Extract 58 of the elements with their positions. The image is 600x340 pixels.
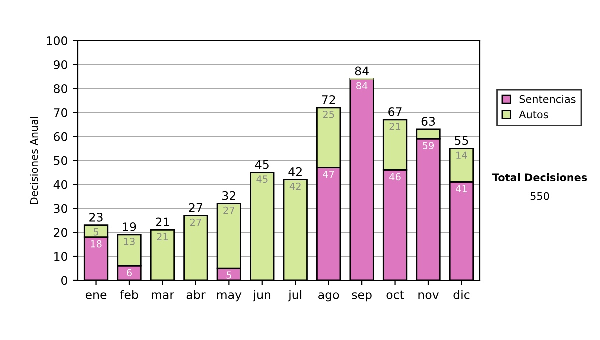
total-label: 45 [255,160,269,170]
data-label: 41 [456,185,468,192]
text: Total Decisiones [492,173,588,182]
y-tick-label: 30 [54,204,68,214]
y-tick-label: 0 [62,276,68,286]
y-tick-label: 10 [54,252,68,262]
y-tick-label: 100 [47,36,68,46]
y-tick-label: 60 [54,132,68,142]
data-label: 42 [290,182,301,190]
data-label: 84 [356,82,368,90]
data-label: 5 [94,228,99,236]
y-tick-label: 20 [54,228,68,238]
total-label: 55 [455,136,468,146]
data-label: 47 [323,171,334,178]
legend-label: Sentencias [520,95,576,104]
total-label: 72 [322,96,336,104]
y-tick-label: 70 [54,108,68,118]
x-tick-label: oct [386,290,404,300]
total-label: 19 [123,222,136,232]
total-label: 27 [189,203,202,212]
data-label: 14 [456,152,468,159]
total-label: 32 [222,191,236,200]
x-tick-label: jun [253,290,271,302]
data-label: 18 [91,240,102,248]
y-tick-label: 50 [54,156,68,166]
data-label: 5 [226,272,232,279]
total-label: 63 [422,117,436,126]
y-tick-label: 40 [54,180,68,190]
y-axis-title: Decisiones Anual [30,117,38,204]
x-tick-label: ago [318,292,340,302]
data-label: 59 [423,142,434,150]
text: 550 [530,192,550,200]
total-label: 67 [388,107,402,116]
y-tick-label: 80 [54,84,68,94]
x-tick-label: nov [418,292,439,300]
data-label: 46 [390,173,401,181]
x-tick-label: sep [352,292,372,302]
y-tick-label: 90 [54,60,68,70]
legend-label: Autos [519,110,548,119]
x-tick-label: ene [86,292,107,300]
x-tick-label: jul [288,290,302,302]
data-label: 27 [224,206,235,214]
data-label: 21 [390,122,401,130]
data-label: 27 [190,218,202,226]
x-tick-label: may [217,292,242,302]
data-label: 21 [157,233,168,240]
total-label: 84 [355,66,369,76]
total-label: 42 [288,167,302,176]
data-label: 25 [323,110,334,118]
x-tick-label: dic [454,290,470,300]
x-tick-label: abr [186,290,206,300]
x-tick-label: mar [152,292,175,300]
data-label: 6 [127,269,132,277]
data-label: 45 [256,176,268,184]
total-label: 21 [156,218,170,227]
data-label: 13 [124,238,135,246]
total-label: 23 [90,212,103,222]
x-tick-label: feb [120,290,138,300]
